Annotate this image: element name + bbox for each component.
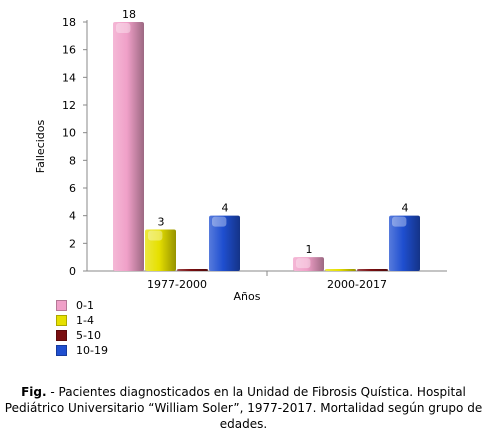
x-axis-label: Años (234, 290, 261, 300)
legend-label: 10-19 (76, 344, 108, 357)
y-tick-label: 10 (62, 127, 76, 140)
y-tick-label: 16 (62, 44, 76, 57)
data-label: 3 (158, 216, 165, 229)
legend-item: 10-19 (56, 343, 108, 358)
legend-item: 1-4 (56, 313, 108, 328)
bar-1-4-1977-2000 (145, 229, 176, 271)
bar-10-19-1977-2000 (209, 215, 240, 271)
legend-swatch (56, 315, 67, 326)
bar-highlight (296, 258, 311, 269)
x-tick-label: 1977-2000 (147, 278, 207, 291)
chart-legend: 0-1 1-4 5-10 10-19 (56, 298, 108, 358)
bar-highlight (212, 216, 227, 227)
bar-5-10-1977-2000 (177, 269, 208, 271)
legend-label: 0-1 (76, 299, 94, 312)
y-axis-label: Fallecidos (34, 119, 47, 173)
bar-0-1-1977-2000 (113, 22, 144, 271)
bar-1-4-2000-2017 (325, 269, 356, 271)
bar-highlight (148, 230, 163, 241)
y-tick-label: 12 (62, 99, 76, 112)
legend-swatch (56, 345, 67, 356)
data-label: 4 (402, 202, 409, 215)
legend-item: 0-1 (56, 298, 108, 313)
legend-label: 5-10 (76, 329, 101, 342)
y-tick-label: 0 (69, 265, 76, 278)
bar-0-1-2000-2017 (293, 257, 324, 271)
y-tick-label: 8 (69, 154, 76, 167)
chart-bars (113, 22, 420, 271)
caption-prefix: Fig. (21, 385, 47, 399)
data-label: 4 (222, 202, 229, 215)
bar-5-10-2000-2017 (357, 269, 388, 271)
legend-item: 5-10 (56, 328, 108, 343)
bar-highlight (392, 216, 407, 227)
chart-labels: 18 3 4 1 4 (122, 8, 409, 256)
legend-swatch (56, 300, 67, 311)
x-tick-label: 2000-2017 (327, 278, 387, 291)
y-tick-label: 14 (62, 71, 76, 84)
data-label: 18 (122, 8, 136, 21)
y-tick-label: 4 (69, 210, 76, 223)
y-tick-label: 18 (62, 16, 76, 29)
legend-swatch (56, 330, 67, 341)
legend-label: 1-4 (76, 314, 94, 327)
caption-text: - Pacientes diagnosticados en la Unidad … (4, 385, 483, 431)
y-tick-label: 2 (69, 237, 76, 250)
y-tick-label: 6 (69, 182, 76, 195)
bar-highlight (116, 23, 131, 33)
data-label: 1 (306, 243, 313, 256)
bar-10-19-2000-2017 (389, 215, 420, 271)
figure-caption: Fig. - Pacientes diagnosticados en la Un… (0, 384, 487, 432)
